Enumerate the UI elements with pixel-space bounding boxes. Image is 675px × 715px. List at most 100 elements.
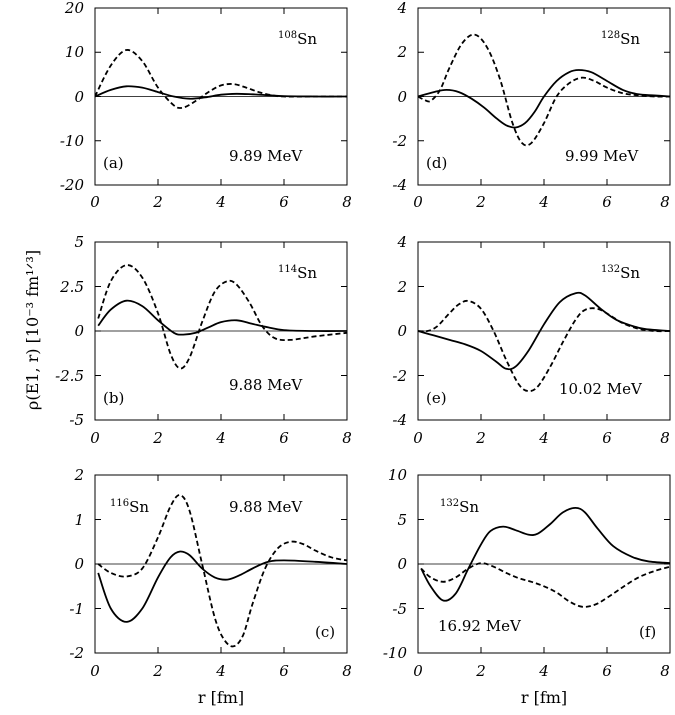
panel-b-xtick-2: 4 [215, 429, 226, 447]
panel-c-energy-label: 9.88 MeV [229, 498, 303, 516]
panel-c-series [95, 494, 347, 648]
panel-a-y-ticks: -20 -10 0 10 20 [60, 0, 85, 194]
panel-f-solid-curve [420, 506, 670, 602]
panel-a-xtick-2: 4 [215, 193, 226, 211]
panel-e-xtick-3: 6 [602, 429, 612, 447]
panel-e-xtick-2: 4 [538, 429, 549, 447]
panel-e-ytick-2: 0 [397, 322, 407, 340]
panel-e-isotope-label: 132Sn [601, 264, 640, 282]
panel-b-xtick-4: 8 [342, 429, 352, 447]
panel-a-xtick-4: 8 [342, 193, 352, 211]
panel-c-x-ticks: 0 2 4 6 8 [90, 662, 352, 680]
panel-d-xtick-3: 6 [602, 193, 612, 211]
panel-d-energy-label: 9.99 MeV [565, 147, 639, 165]
panel-f-dashed-curve [420, 562, 670, 608]
panel-d-xtick-0: 0 [413, 193, 423, 211]
x-axis-label-right: r [fm] [521, 688, 567, 707]
panel-d-y-ticks: -4 -2 0 2 4 [392, 0, 407, 194]
panel-e-dashed-curve [418, 299, 670, 393]
panel-b-series [95, 264, 347, 370]
panel-a-series [95, 49, 347, 109]
panel-e-ytick-1: -2 [392, 367, 407, 385]
panel-d-ytick-1: -2 [392, 132, 407, 150]
panel-b-dashed-curve [97, 264, 347, 370]
panel-a-energy-label: 9.89 MeV [229, 147, 303, 165]
panel-f-xtick-4: 8 [660, 662, 670, 680]
panel-e-xtick-4: 8 [660, 429, 670, 447]
panel-f-ytick-2: 0 [397, 555, 407, 573]
panel-c-xtick-1: 2 [152, 662, 163, 680]
panel-d-solid-curve [418, 69, 670, 129]
panel-b-ytick-1: -2.5 [55, 367, 84, 385]
panel-d-isotope-label: 128Sn [601, 30, 640, 48]
panel-f-xtick-2: 4 [538, 662, 549, 680]
panel-c-ytick-1: -1 [69, 600, 84, 618]
panel-e-ytick-0: -4 [392, 411, 407, 429]
panel-a-ytick-4: 20 [64, 0, 85, 17]
panel-f-y-ticks: -10 -5 0 5 10 [383, 466, 408, 662]
panel-b-y-ticks: -5 -2.5 0 2.5 5 [55, 233, 84, 429]
panel-c-xtick-0: 0 [90, 662, 100, 680]
panel-d-ytick-4: 4 [396, 0, 407, 17]
panel-d-ytick-0: -4 [392, 176, 407, 194]
panel-b-ytick-3: 2.5 [59, 278, 84, 296]
panel-b-xtick-3: 6 [279, 429, 289, 447]
panel-c-xtick-2: 4 [215, 662, 226, 680]
panel-c-ytick-3: 1 [74, 511, 84, 529]
panel-d-series [418, 33, 670, 147]
panel-b-ytick-0: -5 [69, 411, 84, 429]
panel-f-energy-label: 16.92 MeV [438, 617, 522, 635]
panel-b-ytick-2: 0 [74, 322, 84, 340]
panel-b: -5 -2.5 0 2.5 5 0 2 4 6 8 114Sn 9.88 MeV… [55, 233, 352, 447]
panel-d-ytick-2: 0 [397, 88, 407, 106]
panel-b-letter: (b) [103, 389, 124, 407]
panel-a-letter: (a) [103, 154, 124, 172]
panel-c-xtick-4: 8 [342, 662, 352, 680]
panel-c-isotope-label: 116Sn [110, 498, 149, 516]
panel-e-x-ticks: 0 2 4 6 8 [413, 429, 670, 447]
panel-f-ytick-0: -10 [383, 644, 408, 662]
panel-b-solid-curve [97, 299, 347, 336]
panel-d-dashed-curve [418, 33, 670, 147]
x-axis-label-left: r [fm] [198, 688, 244, 707]
panel-c-ytick-0: -2 [69, 644, 84, 662]
panel-f-series [418, 506, 670, 608]
panel-d-xtick-2: 4 [538, 193, 549, 211]
panel-a-dashed-curve [95, 49, 347, 109]
panel-f-ytick-3: 5 [397, 511, 407, 529]
panel-a-ytick-0: -20 [60, 176, 85, 194]
panel-e-letter: (e) [426, 389, 447, 407]
panel-f-letter: (f) [639, 623, 656, 641]
panel-a-isotope-label: 108Sn [278, 30, 317, 48]
panel-b-isotope-label: 114Sn [278, 264, 317, 282]
panel-e-ytick-3: 2 [396, 278, 407, 296]
panel-e-xtick-0: 0 [413, 429, 423, 447]
panel-e: -4 -2 0 2 4 0 2 4 6 8 132Sn 10.02 MeV (e… [392, 233, 671, 447]
panel-a-x-ticks: 0 2 4 6 8 [90, 193, 352, 211]
y-axis-label: ρ(E1, r) [10⁻³ fm¹ᐟ³] [23, 250, 42, 410]
panel-d: -4 -2 0 2 4 0 2 4 6 8 128Sn 9.99 MeV (d) [392, 0, 671, 211]
panel-b-xtick-0: 0 [90, 429, 100, 447]
panel-a-ytick-2: 0 [74, 88, 84, 106]
panel-c-xtick-3: 6 [279, 662, 289, 680]
panel-c-dashed-curve [97, 494, 347, 648]
panel-e-energy-label: 10.02 MeV [559, 380, 643, 398]
panel-f-x-ticks: 0 2 4 6 8 [413, 662, 670, 680]
panel-f: -10 -5 0 5 10 0 2 4 6 8 132Sn 16.92 MeV … [383, 466, 671, 680]
panel-f-ytick-4: 10 [388, 466, 408, 484]
panel-a-solid-curve [95, 85, 347, 100]
panel-b-x-ticks: 0 2 4 6 8 [90, 429, 352, 447]
panel-e-ytick-4: 4 [396, 233, 407, 251]
panel-d-ytick-3: 2 [396, 43, 407, 61]
panel-d-letter: (d) [426, 154, 447, 172]
panel-d-xtick-1: 2 [475, 193, 486, 211]
panel-d-x-ticks: 0 2 4 6 8 [413, 193, 670, 211]
panel-b-ytick-4: 5 [74, 233, 84, 251]
panel-c: -2 -1 0 1 2 0 2 4 6 8 116Sn 9.88 MeV (c) [69, 466, 351, 680]
panel-f-xtick-3: 6 [602, 662, 612, 680]
panel-b-xtick-1: 2 [152, 429, 163, 447]
panel-c-solid-curve [97, 550, 347, 623]
panel-d-xtick-4: 8 [660, 193, 670, 211]
panel-c-letter: (c) [315, 623, 335, 641]
panel-c-y-ticks: -2 -1 0 1 2 [69, 466, 84, 662]
